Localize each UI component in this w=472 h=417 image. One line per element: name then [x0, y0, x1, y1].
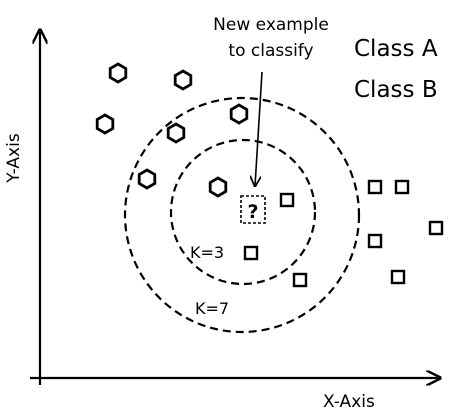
x-axis-label: X-Axis: [323, 392, 375, 412]
class-b-point: [394, 179, 410, 195]
class-a-points: [95, 62, 249, 198]
class-a-point: [95, 113, 115, 135]
outer-circle-label: K=7: [195, 299, 229, 318]
legend-class-b: Class B: [354, 77, 438, 103]
query-point: ?: [240, 195, 266, 224]
legend-class-a: Class A: [354, 36, 438, 62]
class-b-point: [292, 272, 308, 288]
annotation-line-1: New example: [213, 15, 329, 35]
inner-circle-label: K=3: [190, 243, 224, 262]
class-b-points: [243, 179, 444, 288]
class-a-point: [173, 69, 193, 91]
y-axis-label: Y-Axis: [4, 133, 24, 184]
class-a-point: [108, 62, 128, 84]
annotation-line-2: to classify: [228, 41, 313, 61]
query-symbol: ?: [247, 201, 258, 223]
class-b-point: [367, 179, 383, 195]
class-b-point: [390, 269, 406, 285]
class-a-point: [166, 122, 186, 144]
annotation-arrow: [255, 71, 263, 186]
class-b-point: [367, 233, 383, 249]
class-a-point: [208, 176, 228, 198]
class-b-point: [428, 220, 444, 236]
class-a-point: [137, 168, 157, 190]
class-a-point: [229, 103, 249, 125]
outer-circle-k7: [123, 96, 361, 334]
inner-circle-k3: [169, 138, 317, 286]
class-b-point: [279, 192, 295, 208]
class-b-point: [243, 245, 259, 261]
